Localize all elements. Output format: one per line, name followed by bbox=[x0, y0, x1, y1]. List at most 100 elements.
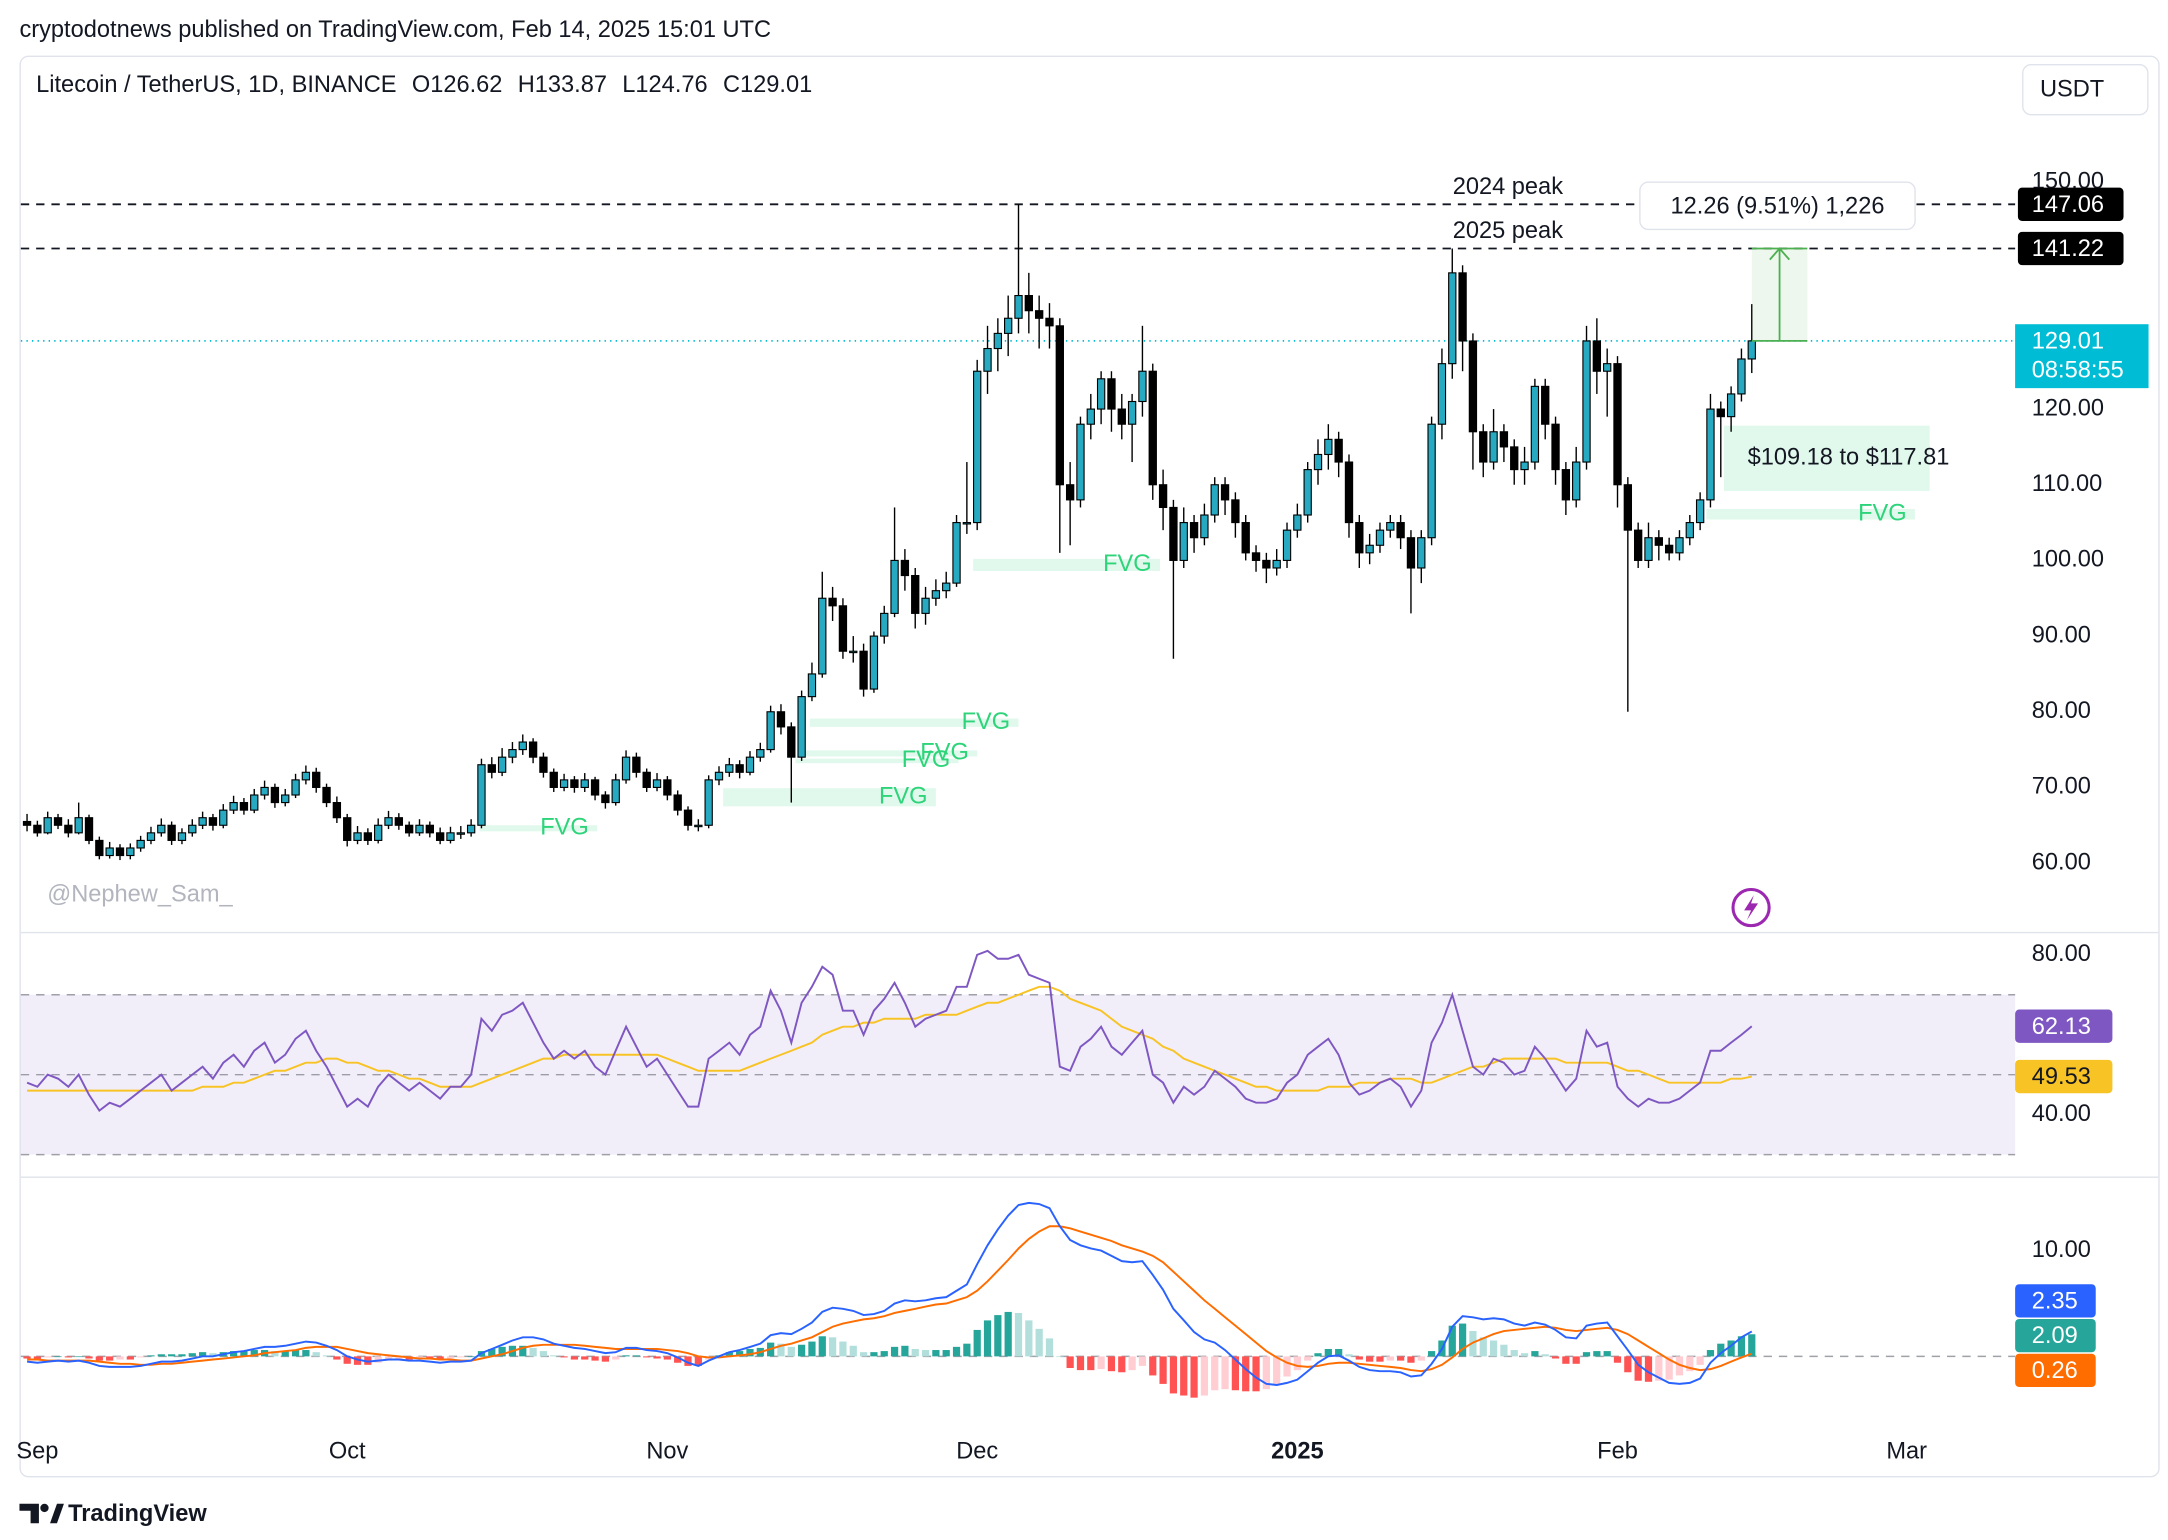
histogram-bar bbox=[601, 1356, 610, 1362]
candle-body bbox=[1468, 340, 1478, 433]
histogram-bar bbox=[1076, 1356, 1085, 1371]
candle-body bbox=[415, 824, 424, 834]
candle-body bbox=[1592, 340, 1602, 372]
alert-bolt[interactable] bbox=[1744, 895, 1759, 921]
histogram-bar bbox=[653, 1356, 661, 1359]
candle-body bbox=[1076, 423, 1085, 501]
histogram-bar bbox=[921, 1350, 930, 1357]
histogram-bar bbox=[1324, 1348, 1332, 1357]
candle-body bbox=[353, 832, 362, 841]
histogram-bar bbox=[1118, 1356, 1126, 1373]
histogram-bar bbox=[1355, 1356, 1363, 1360]
candle-body bbox=[1499, 431, 1509, 448]
histogram-bar bbox=[395, 1356, 403, 1360]
candle-body bbox=[487, 764, 496, 773]
histogram-bar bbox=[1582, 1352, 1591, 1357]
histogram-bar bbox=[622, 1355, 630, 1357]
candle-body bbox=[1045, 317, 1054, 327]
candle-body bbox=[497, 756, 507, 773]
price-line-label: 2025 peak bbox=[1453, 218, 1563, 244]
histogram-bar bbox=[353, 1356, 362, 1365]
histogram-bar bbox=[333, 1356, 341, 1360]
histogram-bar bbox=[1572, 1356, 1580, 1364]
histogram-bar bbox=[44, 1356, 52, 1358]
alert-icon[interactable] bbox=[1731, 887, 1771, 928]
candle-body bbox=[1510, 446, 1519, 471]
y-tick-label: 110.00 bbox=[2032, 471, 2102, 497]
currency-label[interactable]: USDT bbox=[2040, 77, 2104, 103]
histogram-bar bbox=[1066, 1356, 1074, 1369]
histogram-bar bbox=[746, 1348, 754, 1357]
candle-body bbox=[126, 847, 135, 857]
candle-body bbox=[1220, 484, 1230, 501]
value-tag-label: 62.13 bbox=[2032, 1014, 2091, 1040]
measure-label-box bbox=[1639, 181, 1916, 231]
candle-body bbox=[1179, 522, 1188, 561]
histogram-bar bbox=[436, 1356, 444, 1360]
histogram-bar bbox=[1231, 1356, 1239, 1391]
candle-body bbox=[1282, 529, 1292, 561]
fvg-label: FVG bbox=[902, 747, 951, 773]
rsi-ma-line bbox=[27, 985, 1752, 1092]
histogram-bar bbox=[849, 1345, 857, 1357]
alert-circle[interactable] bbox=[1731, 887, 1771, 928]
histogram-bar bbox=[973, 1329, 981, 1357]
candle-body bbox=[559, 779, 569, 788]
candle-body bbox=[642, 771, 651, 788]
candle-body bbox=[1303, 469, 1312, 516]
candle-body bbox=[188, 824, 197, 834]
candle-body bbox=[1024, 295, 1034, 312]
histogram-bar bbox=[880, 1351, 888, 1357]
histogram-bar bbox=[674, 1356, 682, 1363]
candle-body bbox=[477, 764, 486, 826]
histogram-bar bbox=[1138, 1356, 1147, 1366]
histogram-bar bbox=[1200, 1356, 1209, 1396]
x-tick-label: Feb bbox=[1597, 1439, 1638, 1465]
candle-body bbox=[807, 673, 817, 698]
histogram-bar bbox=[1004, 1311, 1012, 1357]
candle-body bbox=[828, 597, 837, 607]
value-tag bbox=[2015, 1318, 2096, 1353]
histogram-bar bbox=[1417, 1356, 1425, 1361]
candle-body bbox=[993, 332, 1003, 350]
candle-body bbox=[1582, 340, 1591, 463]
candle-body bbox=[1262, 559, 1271, 569]
currency-button[interactable] bbox=[2022, 64, 2149, 116]
price-line-tag bbox=[2017, 187, 2124, 221]
histogram-bar bbox=[498, 1346, 506, 1357]
histogram-bar bbox=[1262, 1356, 1270, 1390]
histogram-bar bbox=[1593, 1351, 1601, 1357]
candle-body bbox=[632, 756, 641, 773]
histogram-bar bbox=[1562, 1356, 1570, 1364]
candle-body bbox=[973, 370, 982, 524]
value-tag-label: 0.26 bbox=[2032, 1358, 2078, 1384]
candle-body bbox=[1623, 484, 1633, 531]
histogram-bar bbox=[529, 1347, 537, 1357]
candle-body bbox=[725, 764, 734, 773]
histogram-bar bbox=[1242, 1356, 1250, 1392]
candle-body bbox=[931, 590, 941, 599]
fvg-label: FVG bbox=[962, 709, 1011, 735]
histogram-bar bbox=[488, 1348, 496, 1357]
histogram-bar bbox=[1531, 1351, 1539, 1357]
candle-body bbox=[1417, 537, 1426, 569]
y-tick-label: 120.00 bbox=[2032, 395, 2104, 421]
candle-body bbox=[1086, 408, 1095, 425]
candle-body bbox=[776, 711, 786, 728]
candle-body bbox=[983, 347, 992, 372]
histogram-bar bbox=[240, 1351, 248, 1357]
candle-body bbox=[1530, 385, 1540, 463]
histogram-bar bbox=[1345, 1354, 1353, 1357]
candle-body bbox=[508, 749, 517, 758]
logo-slash bbox=[50, 1503, 64, 1524]
histogram-bar bbox=[1190, 1356, 1198, 1398]
candle-body bbox=[1272, 559, 1281, 569]
ohlc-value: 124.76 bbox=[635, 72, 707, 98]
candle-body bbox=[1034, 310, 1044, 319]
candle-body bbox=[952, 522, 961, 584]
candle-body bbox=[735, 764, 744, 773]
candle-body bbox=[663, 779, 672, 796]
histogram-bar bbox=[1366, 1356, 1374, 1362]
price-line-value: 147.06 bbox=[2032, 192, 2104, 218]
fvg-zone bbox=[809, 718, 1019, 727]
